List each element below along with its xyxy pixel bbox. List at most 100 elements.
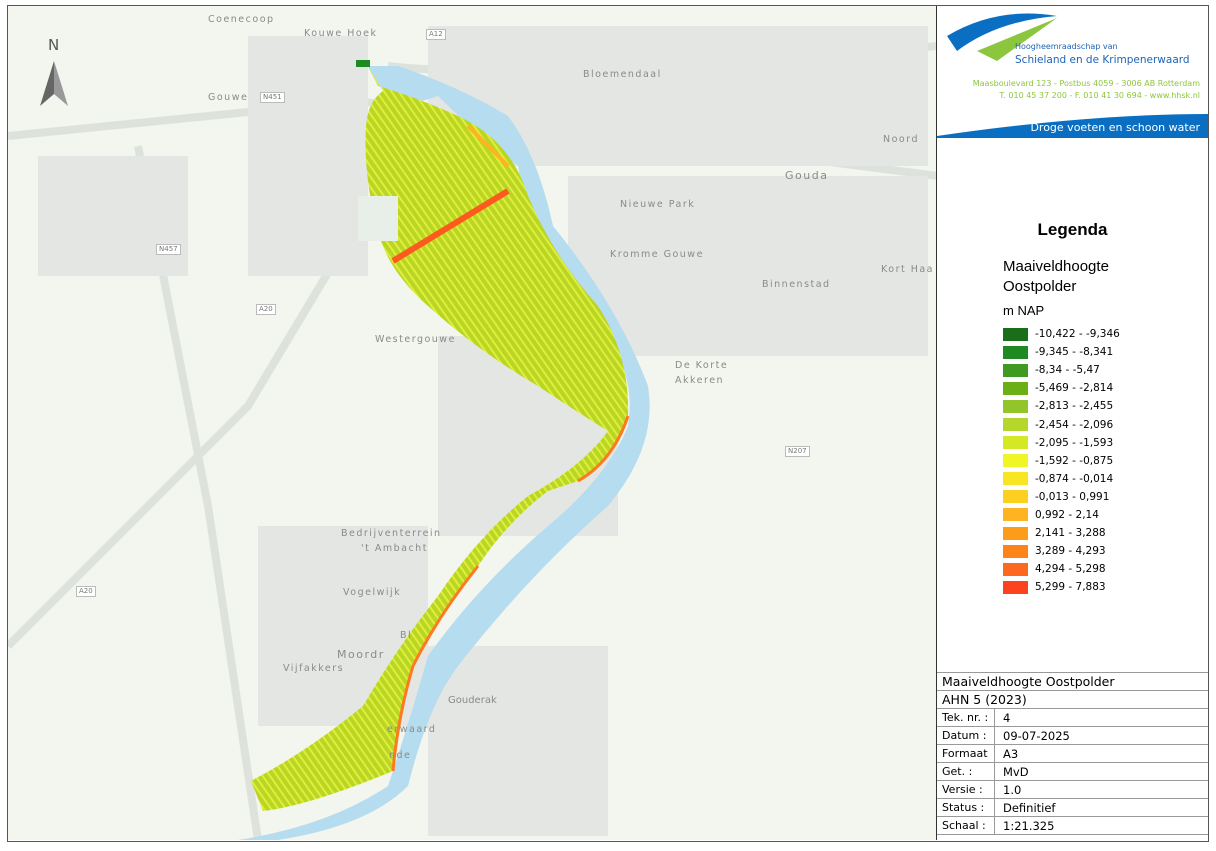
place-label: Bl [400,630,413,641]
elevation-dike [391,415,630,772]
hhsk-logo [937,13,1208,138]
legend-label: -0,013 - 0,991 [1035,490,1110,503]
legend-swatch [1003,580,1028,594]
north-label: N [48,36,61,54]
legend-label: -10,422 - -9,346 [1035,328,1120,341]
title-block-row: Get. : MvD [937,763,1208,781]
side-panel: Hoogheemraadschap van Schieland en de Kr… [937,6,1208,840]
legend-title: Legenda [1037,220,1108,239]
title-block-row: Datum : 09-07-2025 [937,727,1208,745]
legend-item: 5,299 - 7,883 [1003,578,1120,596]
org-name-line1: Hoogheemraadschap van [1015,42,1118,51]
title-block-row: Versie : 1.0 [937,781,1208,799]
legend-swatch [1003,472,1028,486]
road-label: N451 [260,92,285,103]
place-label: erwaard [387,724,437,735]
legend-label: -1,592 - -0,875 [1035,454,1114,467]
legend-item: -9,345 - -8,341 [1003,343,1120,361]
legend-item: -5,469 - -2,814 [1003,379,1120,397]
legend-item: 0,992 - 2,14 [1003,506,1120,524]
legend-label: 5,299 - 7,883 [1035,581,1106,594]
field-label: Get. : [937,763,995,780]
field-value: MvD [1003,764,1029,779]
contact: T. 010 45 37 200 - F. 010 41 30 694 - ww… [999,91,1200,100]
legend-item: -2,454 - -2,096 [1003,415,1120,433]
legend-swatch [1003,454,1028,468]
legend-unit: m NAP [1003,303,1045,318]
hhsk-header: Hoogheemraadschap van Schieland en de Kr… [937,6,1208,138]
elevation-high-embankment [391,188,510,264]
place-label: Moordr [337,648,385,661]
map-view[interactable]: N Coenecoop Kouwe Hoek Gouwe Bloemendaal… [8,6,937,840]
place-label: Noord [883,134,919,145]
road-label: N207 [785,446,810,457]
legend-label: -2,095 - -1,593 [1035,436,1114,449]
place-label: Vogelwijk [343,587,402,598]
legend-label: -2,454 - -2,096 [1035,418,1114,431]
road-label: N457 [156,244,181,255]
legend-swatch [1003,490,1028,504]
place-label: Bloemendaal [583,69,662,80]
river-hollandse-ijssel [238,66,650,840]
place-label: 't Ambacht [361,543,428,554]
map-frame [7,5,1209,842]
legend-classes: -10,422 - -9,346 -9,345 - -8,341 -8,34 - -… [1003,325,1120,596]
legend-swatch [1003,508,1028,522]
north-arrow-icon [40,61,68,106]
place-label: Kromme Gouwe [610,249,704,260]
legend-swatch [1003,544,1028,558]
title-block: Maaiveldhoogte Oostpolder AHN 5 (2023) T… [937,672,1208,835]
legend-item: -10,422 - -9,346 [1003,325,1120,343]
place-label: Gouwe [208,92,249,103]
place-label: Kouwe Hoek [304,28,378,39]
legend-label: -2,813 - -2,455 [1035,400,1114,413]
legend-layer-name: Oostpolder [1003,278,1077,295]
place-label: Gouderak [448,695,497,706]
place-label: Kort Haa [881,264,935,275]
place-label: Akkeren [675,375,725,386]
legend-swatch [1003,381,1028,395]
legend-layer-name: Maaiveldhoogte [1003,258,1109,275]
field-label: Tek. nr. : [937,709,995,726]
legend-swatch [1003,327,1028,341]
legend-item: 4,294 - 5,298 [1003,560,1120,578]
place-label: Westergouwe [375,334,456,345]
legend-item: 2,141 - 3,288 [1003,524,1120,542]
title-block-row: Status : Definitief [937,799,1208,817]
org-name-line2: Schieland en de Krimpenerwaard [1015,54,1190,66]
legend-label: -9,345 - -8,341 [1035,346,1114,359]
place-label: Gouda [785,169,829,182]
slogan: Droge voeten en schoon water [1030,121,1200,134]
legend-swatch [1003,562,1028,576]
basemap [8,26,936,840]
field-label: Status : [937,799,995,816]
field-value: 09-07-2025 [1003,728,1070,743]
legend-item: -2,095 - -1,593 [1003,434,1120,452]
legend-item: -8,34 - -5,47 [1003,361,1120,379]
legend-label: -5,469 - -2,814 [1035,382,1114,395]
field-value: 1:21.325 [1003,818,1055,833]
field-label: Formaat [937,745,995,762]
legend-item: -2,813 - -2,455 [1003,397,1120,415]
place-label: Coenecoop [208,14,275,25]
field-value: 1.0 [1003,782,1022,797]
map-title: Maaiveldhoogte Oostpolder [937,673,1208,691]
legend-item: -1,592 - -0,875 [1003,452,1120,470]
title-block-row: Tek. nr. : 4 [937,709,1208,727]
legend-label: 4,294 - 5,298 [1035,563,1106,576]
address: Maasboulevard 123 - Postbus 4059 - 3006 … [972,79,1200,88]
legend-label: -0,874 - -0,014 [1035,472,1114,485]
legend-swatch [1003,345,1028,359]
field-label: Versie : [937,781,995,798]
field-value: 4 [1003,710,1011,725]
elevation-raster-oostpolder [251,66,629,811]
field-label: Schaal : [937,817,995,834]
title-block-row: Formaat A3 [937,745,1208,763]
map-subtitle: AHN 5 (2023) [937,691,1208,709]
field-value: A3 [1003,746,1019,761]
legend-item: -0,013 - 0,991 [1003,488,1120,506]
field-value: Definitief [1003,800,1056,815]
place-label: nde [389,750,412,761]
place-label: Nieuwe Park [620,199,696,210]
legend-label: 3,289 - 4,293 [1035,545,1106,558]
